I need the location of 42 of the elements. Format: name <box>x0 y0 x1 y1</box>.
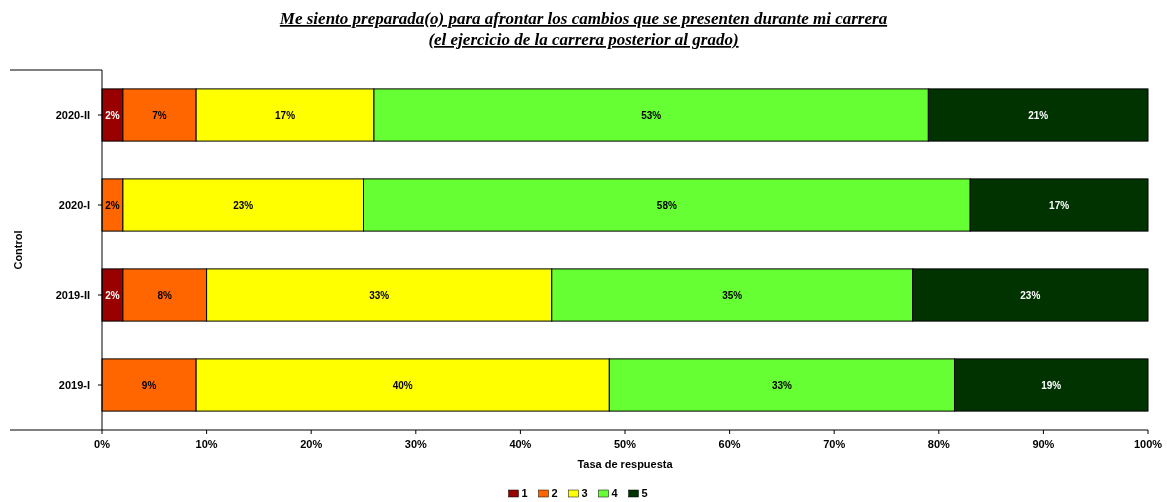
data-label: 33% <box>771 379 793 391</box>
y-tick-label: 2020-I <box>58 198 90 211</box>
data-label: 9% <box>141 379 157 391</box>
x-tick-label: 10% <box>195 438 218 450</box>
y-tick-label: 2019-I <box>58 378 90 391</box>
data-label: 17% <box>275 109 296 121</box>
legend-label: 5 <box>641 487 648 499</box>
data-label: 53% <box>641 109 662 121</box>
data-label: 2% <box>105 289 120 301</box>
y-tick-label: 2019-II <box>55 288 90 301</box>
x-tick-label: 80% <box>927 438 951 450</box>
data-label: 21% <box>1028 109 1049 121</box>
x-tick-label: 40% <box>509 438 532 450</box>
x-tick-label: 100% <box>1133 438 1163 450</box>
data-label: 2% <box>105 109 120 121</box>
legend-label: 2 <box>551 487 558 499</box>
y-tick-label: 2020-II <box>55 108 90 121</box>
data-label: 23% <box>1020 289 1041 301</box>
data-label: 19% <box>1041 379 1062 391</box>
x-tick-label: 20% <box>300 438 323 450</box>
chart-title: Me siento preparada(o) para afrontar los cambios que se presenten durante mi carrera <box>278 9 888 28</box>
data-label: 58% <box>656 199 677 211</box>
chart-subtitle: (el ejercicio de la carrera posterior al grado) <box>428 30 739 49</box>
data-label: 8% <box>157 289 173 301</box>
x-tick-label: 60% <box>718 438 741 450</box>
legend-label: 3 <box>581 487 588 499</box>
data-label: 23% <box>233 199 254 211</box>
legend-label: 1 <box>521 487 528 499</box>
x-tick-label: 90% <box>1032 438 1055 450</box>
x-tick-label: 70% <box>823 438 846 450</box>
x-tick-label: 0% <box>94 438 111 450</box>
x-tick-label: 50% <box>613 438 637 450</box>
x-axis-title: Tasa de respuesta <box>577 458 674 470</box>
data-label: 17% <box>1049 199 1070 211</box>
data-label: 7% <box>152 109 167 121</box>
legend-label: 4 <box>611 487 619 499</box>
data-label: 40% <box>392 379 413 391</box>
data-label: 33% <box>369 289 390 301</box>
data-label: 2% <box>105 199 120 211</box>
y-axis-title: Control <box>12 230 24 270</box>
x-tick-label: 30% <box>404 438 428 450</box>
data-label: 35% <box>722 289 743 301</box>
